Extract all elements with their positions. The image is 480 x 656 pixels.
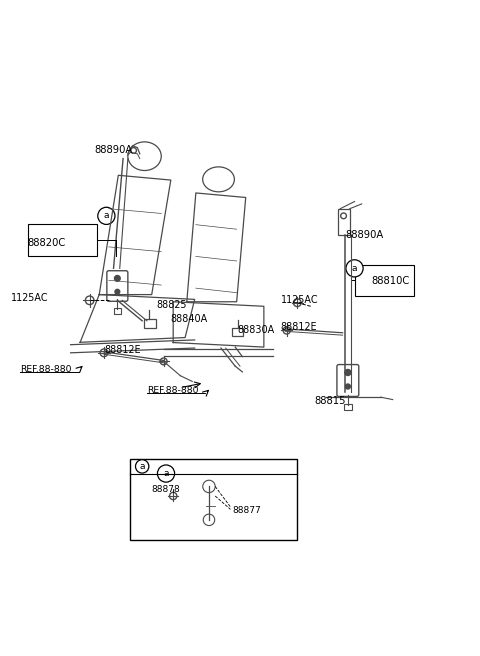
Text: 88890A: 88890A [95, 146, 132, 155]
Text: 88820C: 88820C [28, 238, 66, 248]
Bar [232, 329, 243, 337]
Text: a: a [163, 469, 169, 478]
Text: REF.88-880: REF.88-880 [147, 386, 198, 396]
Circle shape [115, 289, 120, 294]
Text: 88840A: 88840A [171, 314, 208, 325]
Circle shape [98, 207, 115, 224]
Bar [338, 209, 350, 235]
Text: 88812E: 88812E [104, 345, 141, 355]
Text: 88878: 88878 [152, 485, 180, 494]
Bar [130, 459, 297, 541]
Text: REF.88-880: REF.88-880 [21, 365, 72, 374]
Text: 88815: 88815 [314, 396, 346, 405]
Text: 88812E: 88812E [281, 322, 317, 332]
Text: a: a [139, 462, 145, 471]
Text: 88877: 88877 [233, 506, 262, 515]
Circle shape [157, 465, 175, 482]
Bar [344, 403, 352, 409]
Circle shape [345, 384, 350, 389]
Text: 88830A: 88830A [238, 325, 275, 335]
Circle shape [346, 260, 363, 277]
Text: 1125AC: 1125AC [11, 293, 48, 303]
Text: 88825: 88825 [156, 300, 187, 310]
Bar [114, 308, 121, 314]
Text: a: a [352, 264, 357, 273]
Text: 88810C: 88810C [371, 276, 409, 286]
Circle shape [115, 276, 120, 281]
Circle shape [135, 460, 149, 473]
Text: 88890A: 88890A [345, 230, 383, 240]
Text: 1125AC: 1125AC [281, 295, 318, 305]
Text: a: a [104, 211, 109, 220]
Bar [144, 319, 156, 328]
Circle shape [345, 369, 351, 375]
Bar [355, 264, 414, 296]
Bar [28, 224, 97, 256]
